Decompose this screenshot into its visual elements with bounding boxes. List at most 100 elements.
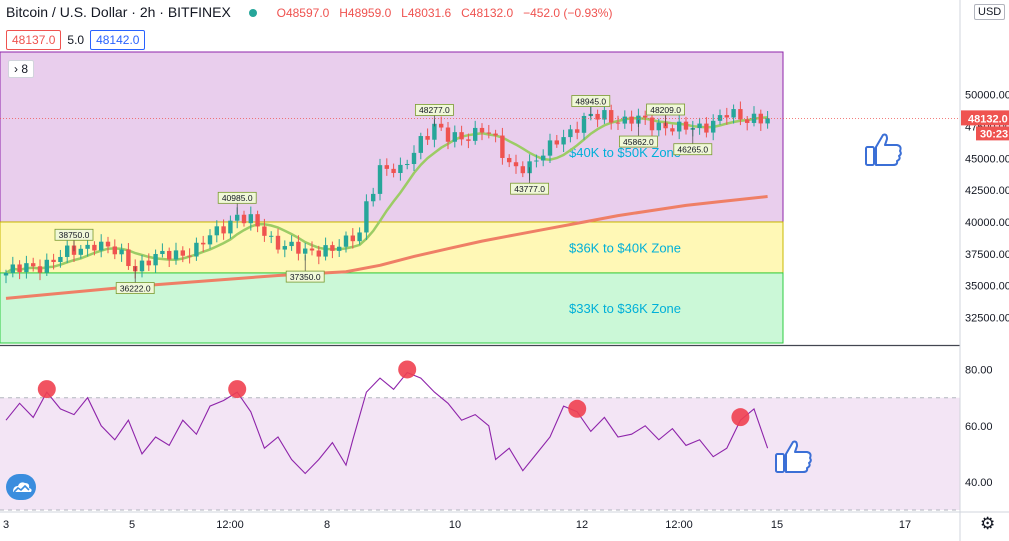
candle-body (541, 155, 546, 161)
candle-body (615, 122, 621, 124)
price-label-box (54, 228, 94, 241)
time-tick: 5 (129, 519, 135, 531)
candle-body (248, 214, 253, 224)
rsi-tick: 60.00 (965, 421, 993, 433)
candle-body (112, 246, 117, 255)
indicator-badge[interactable]: › 8 (8, 60, 35, 78)
price-tick: 50000.00 (965, 90, 1009, 102)
price-label: 48945.0 (575, 96, 606, 106)
candle-body (575, 129, 580, 133)
candle-body (547, 140, 553, 156)
price-tick: 40000.00 (965, 217, 1009, 229)
last-price-text: 48132.0 (968, 113, 1008, 125)
thumb-cuff (865, 146, 875, 166)
buy-price-button[interactable]: 48142.0 (90, 30, 146, 50)
candle-body (51, 259, 56, 263)
rsi-peak-marker (398, 360, 417, 379)
price-label-box (217, 191, 257, 204)
price-label: 43777.0 (514, 184, 545, 194)
chevron-icon: › (14, 62, 18, 76)
time-tick: 10 (449, 519, 461, 531)
zone-label: $36K to $40K Zone (569, 240, 681, 255)
rsi-peak-marker (228, 380, 247, 399)
candle-body (228, 220, 233, 234)
ohlc-high: H48959.0 (339, 6, 392, 20)
candle-body (493, 133, 498, 136)
candle-body (31, 263, 36, 267)
candle-body (473, 127, 478, 141)
candle-body (17, 264, 22, 273)
candle-body (194, 242, 199, 257)
ohlc-close: C48132.0 (461, 6, 514, 20)
candle-body (160, 250, 165, 255)
sell-price-button[interactable]: 48137.0 (6, 30, 62, 50)
ma200-line (5, 195, 768, 300)
price-tick: 42500.00 (965, 185, 1009, 197)
candle-body (561, 137, 566, 145)
price-label-box (571, 95, 611, 107)
candle-body (425, 136, 430, 140)
candle-body (554, 140, 559, 145)
zone-label: $40K to $50K Zone (569, 145, 681, 160)
candle-body (649, 117, 655, 131)
candle-body (765, 118, 770, 124)
price-axis-bg (960, 0, 1009, 541)
price-label: 48209.0 (650, 105, 681, 115)
candle-body (534, 160, 539, 162)
candle-body (418, 136, 423, 153)
price-tick: 32500.00 (965, 313, 1009, 325)
candle-body (568, 129, 573, 138)
currency-button[interactable]: USD (974, 4, 1006, 20)
candle-body (180, 250, 185, 256)
candle-body (711, 120, 716, 133)
price-label-box (510, 182, 550, 195)
rsi-peak-marker (568, 399, 587, 418)
sma-line (5, 116, 768, 274)
candle-body (350, 235, 355, 242)
ohlc-open: O48597.0 (276, 6, 330, 20)
rsi-tick: 40.00 (965, 477, 993, 489)
ohlc-low: L48031.6 (401, 6, 452, 20)
candle-body (303, 248, 308, 254)
candle-body (337, 246, 342, 251)
candle-body (486, 132, 491, 134)
candle-body (255, 214, 260, 227)
candle-body (262, 226, 267, 236)
rsi-line (5, 371, 769, 475)
candle-body (296, 241, 301, 254)
candle-body (738, 109, 743, 120)
spread-value: 5.0 (67, 33, 85, 47)
candle-body (371, 193, 376, 202)
candle-body (622, 116, 627, 124)
gear-icon[interactable]: ⚙ (980, 514, 996, 533)
candle-body (405, 164, 410, 166)
time-tick: 12:00 (665, 519, 693, 531)
candle-body (398, 164, 403, 174)
candle-body (282, 246, 287, 250)
candle-body (173, 250, 179, 260)
indicator-length: 8 (21, 62, 29, 76)
candle-body (677, 121, 682, 132)
price-tick: 37500.00 (965, 249, 1009, 261)
candle-body (99, 241, 104, 251)
candle-body (581, 115, 587, 133)
candle-body (704, 123, 709, 133)
candle-body (656, 122, 661, 131)
candle-body (37, 266, 43, 273)
countdown-tag (976, 126, 1009, 141)
candle-body (92, 244, 97, 251)
candle-body (119, 249, 124, 255)
cloud-logo-icon[interactable] (6, 474, 36, 500)
chart-header: Bitcoin / U.S. Dollar · 2h · BITFINEX O4… (6, 4, 612, 20)
candle-body (500, 135, 505, 158)
candle-body (357, 232, 362, 242)
thumbs-up-icon (865, 133, 902, 166)
candle-body (235, 214, 240, 221)
price-label-box (414, 104, 454, 116)
candle-body (432, 123, 437, 140)
candle-body (146, 260, 151, 266)
candle-body (717, 115, 723, 121)
candle-body (309, 248, 315, 251)
ohlc-change: −452.0 (−0.93%) (523, 6, 613, 20)
